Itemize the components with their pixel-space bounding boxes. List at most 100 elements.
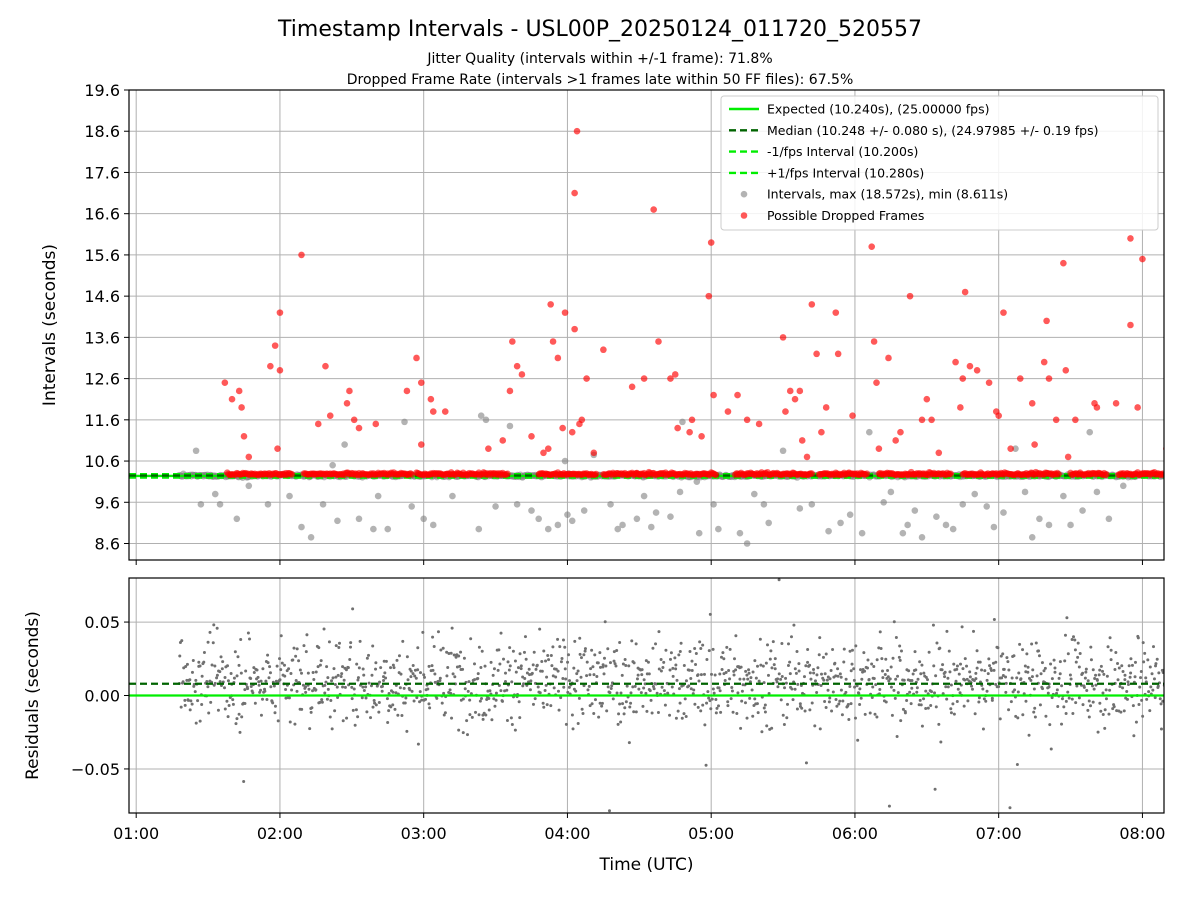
residual-point: [213, 664, 217, 668]
dropped-frame-point: [671, 371, 679, 378]
residual-point: [384, 676, 388, 680]
residual-point: [1126, 682, 1130, 686]
interval-point: [544, 525, 552, 533]
residual-point: [728, 647, 732, 651]
residual-point: [333, 709, 337, 713]
residual-point: [701, 703, 705, 707]
residual-point: [767, 691, 771, 695]
residual-point: [358, 639, 362, 643]
residual-point: [348, 645, 352, 649]
residual-point: [481, 717, 485, 721]
residual-point: [370, 673, 374, 677]
residual-point: [317, 646, 321, 650]
residual-point: [304, 690, 308, 694]
residual-point: [1006, 660, 1010, 664]
dropped-frame-point: [640, 375, 648, 382]
residual-point: [1063, 633, 1067, 637]
residual-point: [702, 672, 706, 676]
residual-point: [252, 671, 256, 675]
residual-point: [578, 652, 582, 656]
residual-point: [346, 666, 350, 670]
dropped-frame-point: [228, 395, 236, 403]
residual-point: [1161, 699, 1164, 703]
residual-point: [705, 658, 709, 662]
dropped-frame-point: [573, 127, 581, 135]
dropped-frame-point: [985, 379, 993, 387]
dropped-frame-point: [1043, 317, 1050, 325]
residual-point: [556, 689, 560, 693]
residual-point: [975, 649, 979, 653]
residual-point: [443, 711, 447, 715]
residual-point: [233, 650, 237, 654]
residual-point: [753, 659, 757, 663]
residual-point: [776, 685, 780, 689]
residual-point: [457, 654, 461, 658]
residual-point: [484, 713, 488, 717]
residual-point: [186, 698, 190, 702]
residual-point: [894, 677, 898, 681]
residual-point: [656, 710, 660, 714]
dropped-frame-point: [267, 362, 274, 370]
residual-point: [468, 713, 472, 717]
residual-point: [850, 648, 854, 652]
dropped-frame-point: [1000, 309, 1007, 316]
residual-point: [503, 671, 507, 675]
chart-subtitle-jitter: Jitter Quality (intervals within +/-1 fr…: [426, 51, 772, 67]
residual-point: [295, 647, 299, 651]
residual-point: [897, 655, 901, 659]
residual-point: [920, 724, 924, 728]
legend-label: -1/fps Interval (10.200s): [767, 144, 918, 159]
residual-point: [521, 675, 525, 679]
residual-point: [403, 701, 407, 705]
residual-point: [465, 719, 469, 723]
dropped-frame-point: [935, 449, 943, 457]
residual-point: [331, 676, 335, 680]
residual-point: [218, 680, 222, 684]
residual-point: [1073, 648, 1077, 652]
residual-point: [875, 715, 879, 719]
bottom-xtick-label: 02:00: [257, 824, 303, 843]
residual-point: [1157, 671, 1161, 675]
residual-point: [1077, 696, 1081, 700]
residual-point: [349, 641, 353, 645]
residual-point: [477, 713, 481, 717]
residual-point: [1112, 705, 1116, 709]
bottom-ytick-label: 0.05: [84, 613, 120, 632]
residual-point: [339, 675, 343, 679]
residual-point: [302, 644, 306, 648]
residual-point: [314, 670, 318, 674]
residual-point: [422, 675, 426, 679]
residual-point: [619, 691, 623, 695]
residual-point: [1081, 703, 1085, 707]
residual-point: [857, 692, 861, 696]
dropped-frame-point: [1160, 471, 1164, 478]
residual-point: [410, 689, 414, 693]
interval-point: [192, 447, 200, 455]
residual-point: [970, 684, 974, 688]
residual-point: [1076, 655, 1080, 659]
residual-point: [1047, 685, 1051, 689]
dropped-frame-point: [868, 243, 876, 250]
dropped-frame-point: [724, 408, 732, 415]
dropped-frame-point: [655, 338, 662, 345]
residual-point: [188, 708, 192, 712]
residual-point: [886, 675, 890, 679]
residual-point: [223, 676, 227, 680]
residual-point: [863, 669, 867, 673]
residual-point: [1052, 658, 1056, 662]
legend-swatch-red: [740, 212, 748, 219]
chart-subtitle-dropped: Dropped Frame Rate (intervals >1 frames …: [347, 72, 854, 88]
residual-point: [559, 696, 563, 700]
residual-point: [1050, 696, 1054, 700]
residual-point: [549, 704, 553, 708]
residual-point: [554, 675, 558, 679]
residual-point: [399, 672, 403, 676]
residual-point: [1146, 658, 1150, 662]
interval-point: [1060, 492, 1067, 500]
legend-box: [720, 95, 1159, 231]
residual-point: [699, 647, 703, 651]
residual-point: [210, 663, 214, 667]
residual-point: [938, 646, 942, 650]
residual-point: [765, 724, 769, 728]
residual-point: [792, 623, 796, 627]
